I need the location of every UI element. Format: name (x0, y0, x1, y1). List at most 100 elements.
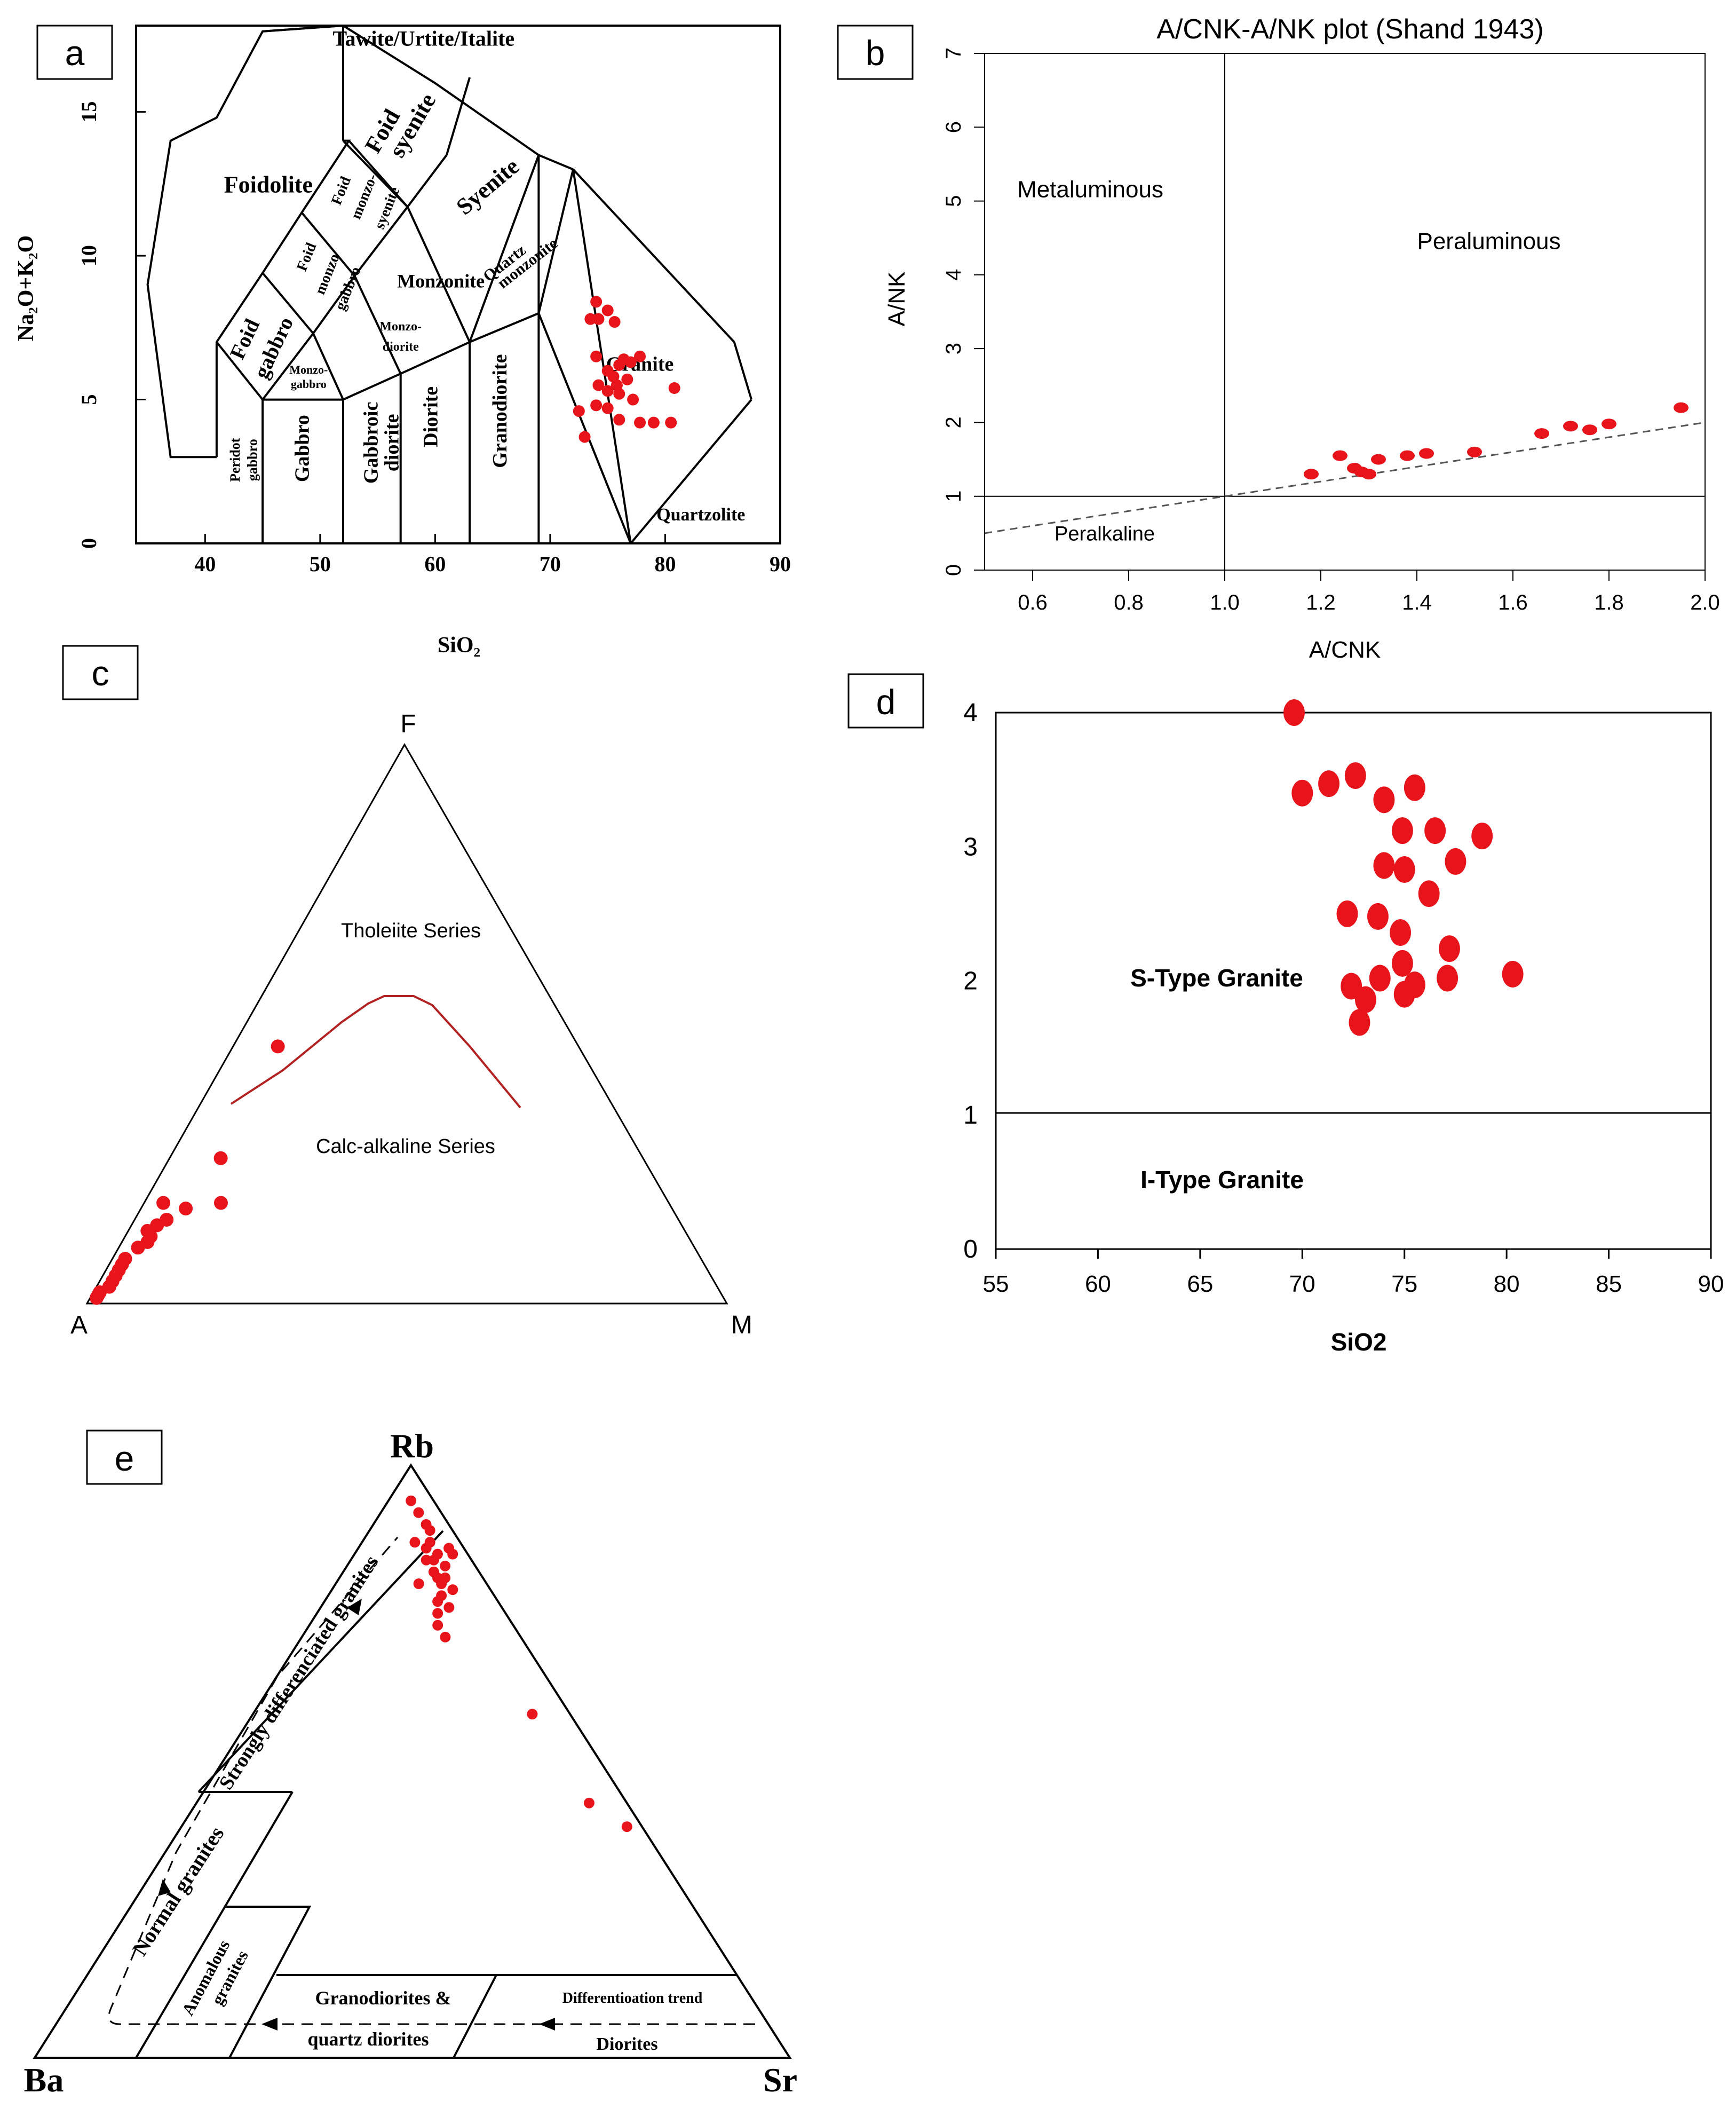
panel-d-xtick-label: 75 (1391, 1271, 1417, 1297)
panel-c-point (156, 1196, 171, 1210)
panel-a-field-line (146, 25, 344, 459)
panel-d-point (1391, 950, 1413, 977)
panel-c-vertex-top: F (400, 710, 416, 738)
panel-b-ytick-label: 1 (942, 491, 965, 502)
panel-c-tholeiite-label: Tholeiite Series (341, 920, 481, 942)
panel-b-point (1602, 418, 1616, 430)
panel-d-xtick-label: 65 (1187, 1271, 1213, 1297)
panel-a-axes-ticks: 40 50 60 70 80 90 0 5 10 15 (77, 101, 791, 576)
panel-d-point (1336, 900, 1358, 927)
panel-e-point (440, 1560, 451, 1571)
panel-d-point (1354, 986, 1376, 1013)
panel-c-point (89, 1291, 104, 1305)
panel-a-xtick-label: 80 (654, 552, 676, 576)
panel-c-points (89, 1039, 285, 1305)
panel-a-point (624, 356, 637, 368)
panel-e-normal-label: Normal granites (128, 1822, 229, 1960)
panel-a-xtick-label: 60 (424, 552, 446, 576)
panel-a-field-label: diorite (381, 414, 403, 472)
panel-d-point (1471, 823, 1493, 850)
panel-a-field-label: Monzo- (379, 320, 422, 334)
panel-d-xtick-label: 85 (1596, 1271, 1622, 1297)
panel-a-point (665, 416, 677, 429)
panel-b-label: b (866, 33, 885, 73)
panel-b-point (1333, 450, 1347, 461)
panel-b-xtick-label: 2.0 (1690, 591, 1720, 614)
panel-c-point (131, 1241, 145, 1255)
panel-a-point (613, 388, 625, 400)
panel-e-point (621, 1821, 632, 1833)
panel-a-field-label: Tawite/Urtite/Italite (333, 27, 515, 51)
panel-c-point (179, 1202, 193, 1216)
panel-d-label: d (876, 682, 896, 722)
panel-e-arrow-3 (158, 1879, 171, 1896)
panel-d-frame (995, 712, 1712, 1250)
panel-a-field-label: gabbro (244, 439, 260, 481)
panel-e-point (443, 1602, 455, 1613)
panel-c-vertex-left: A (70, 1311, 88, 1339)
panel-c-point (271, 1039, 285, 1054)
panel-e-granodiorite-label-2: quartz diorites (308, 2028, 429, 2050)
panel-d-point (1390, 919, 1412, 946)
panel-e-point (432, 1620, 443, 1631)
panel-a-point (573, 405, 585, 417)
panel-a-field-label: syenite (371, 185, 403, 232)
panel-e-point (413, 1507, 424, 1518)
panel-a-field-label: Foid (328, 174, 354, 207)
panel-c-point (213, 1196, 228, 1210)
panel-e-point (421, 1543, 432, 1554)
panel-a-point (601, 385, 614, 397)
panel-d-point (1438, 935, 1460, 962)
panel-d-point (1424, 817, 1446, 844)
panel-a-ytick-label: 5 (77, 394, 101, 405)
panel-a-point (634, 350, 646, 362)
panel-b-field-label: Peralkaline (1055, 523, 1155, 546)
panel-d-ytick-label: 3 (963, 833, 978, 861)
panel-a-field-label: Gabbro (291, 415, 313, 482)
panel-a-xtick-label: 70 (540, 552, 561, 576)
panel-c-vertex-right: M (731, 1311, 752, 1339)
panel-a-point (613, 414, 625, 426)
panel-d-point (1344, 762, 1366, 789)
panel-b-frame (984, 53, 1706, 571)
panel-d-xtick-label: 70 (1289, 1271, 1315, 1297)
panel-b-point (1582, 424, 1597, 436)
panel-e-strong-label: Strongly differenciated granites (215, 1552, 383, 1794)
panel-e-point (583, 1797, 594, 1808)
panel-e-point (432, 1596, 443, 1607)
panel-d-point (1283, 699, 1305, 726)
panel-e-point (421, 1554, 432, 1566)
panel-d-point (1445, 848, 1467, 875)
panel-a-field-line (572, 169, 735, 343)
panel-a-point (613, 359, 625, 371)
panel-a-point (627, 393, 639, 406)
panel-a-xtick-label: 50 (310, 552, 331, 576)
panel-e-points (406, 1495, 632, 1833)
panel-b-point (1304, 469, 1319, 480)
panel-e-dashed-trend (108, 1537, 755, 2025)
panel-a-label-box (36, 25, 113, 80)
panel-e-triangle (33, 1463, 792, 2059)
panel-a-point (647, 416, 660, 429)
panel-b-point (1534, 428, 1549, 439)
panel-d-xtick-label: 60 (1085, 1271, 1111, 1297)
panel-a-frame (135, 25, 781, 544)
panel-e-trend-label: Differentioation trend (562, 1990, 703, 2007)
panel-b-reference-lines (984, 53, 1706, 570)
panel-d-point (1391, 817, 1413, 844)
panel-e-arrow-4 (347, 1599, 362, 1615)
panel-b-ytick-label: 7 (942, 48, 965, 59)
panel-a-field-line (469, 154, 540, 343)
panel-b-xtick-label: 0.8 (1114, 591, 1144, 614)
panel-d-ytick-label: 4 (963, 699, 978, 727)
panel-e-vertex-left: Ba (24, 2061, 64, 2099)
panel-a-point (608, 316, 621, 328)
panel-a-field-label: Monzo- (289, 363, 328, 376)
panel-a-field-line (630, 399, 752, 544)
panel-a-field-line (445, 77, 471, 156)
panel-a-ytick-label: 10 (77, 245, 101, 266)
panel-a-field-line (261, 272, 314, 334)
panel-a-field-line (342, 25, 540, 156)
panel-e-arrow-1 (539, 2018, 555, 2031)
